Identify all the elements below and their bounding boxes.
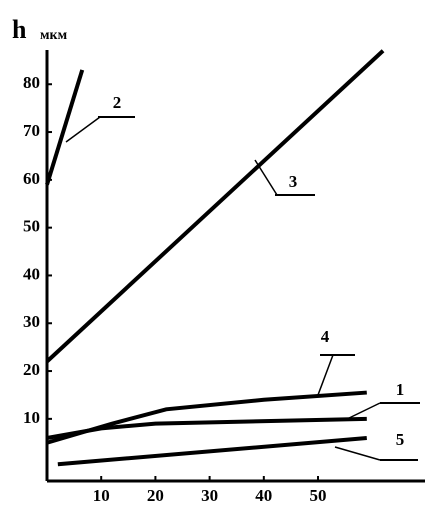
- series-line: [57, 435, 367, 467]
- series-label: 2: [113, 93, 122, 112]
- y-unit: мкм: [40, 28, 68, 43]
- y-tick-label: 60: [23, 169, 40, 188]
- y-tick-label: 40: [23, 264, 40, 283]
- series-line: [45, 69, 85, 186]
- series-line: [45, 49, 385, 363]
- x-tick-label: 30: [201, 486, 218, 505]
- y-tick-label: 20: [23, 360, 40, 379]
- y-tick-label: 70: [23, 121, 40, 140]
- x-tick-label: 40: [255, 486, 272, 505]
- y-tick-label: 50: [23, 217, 40, 236]
- leader-line: [254, 159, 278, 196]
- x-tick-label: 50: [310, 486, 327, 505]
- series-label: 1: [396, 380, 405, 399]
- series-label: 3: [289, 172, 298, 191]
- x-tick-label: 10: [93, 486, 110, 505]
- series-label: 4: [321, 327, 330, 346]
- y-tick-label: 10: [23, 408, 40, 427]
- leader-line: [317, 354, 334, 396]
- series-label: 5: [396, 430, 405, 449]
- y-tick-label: 80: [23, 73, 40, 92]
- y-label: h: [12, 15, 27, 44]
- series-line: [46, 390, 367, 445]
- leader-line: [334, 446, 381, 461]
- leader-line: [65, 116, 101, 143]
- y-tick-label: 30: [23, 312, 40, 331]
- x-tick-label: 20: [147, 486, 164, 505]
- leader-line: [344, 402, 381, 421]
